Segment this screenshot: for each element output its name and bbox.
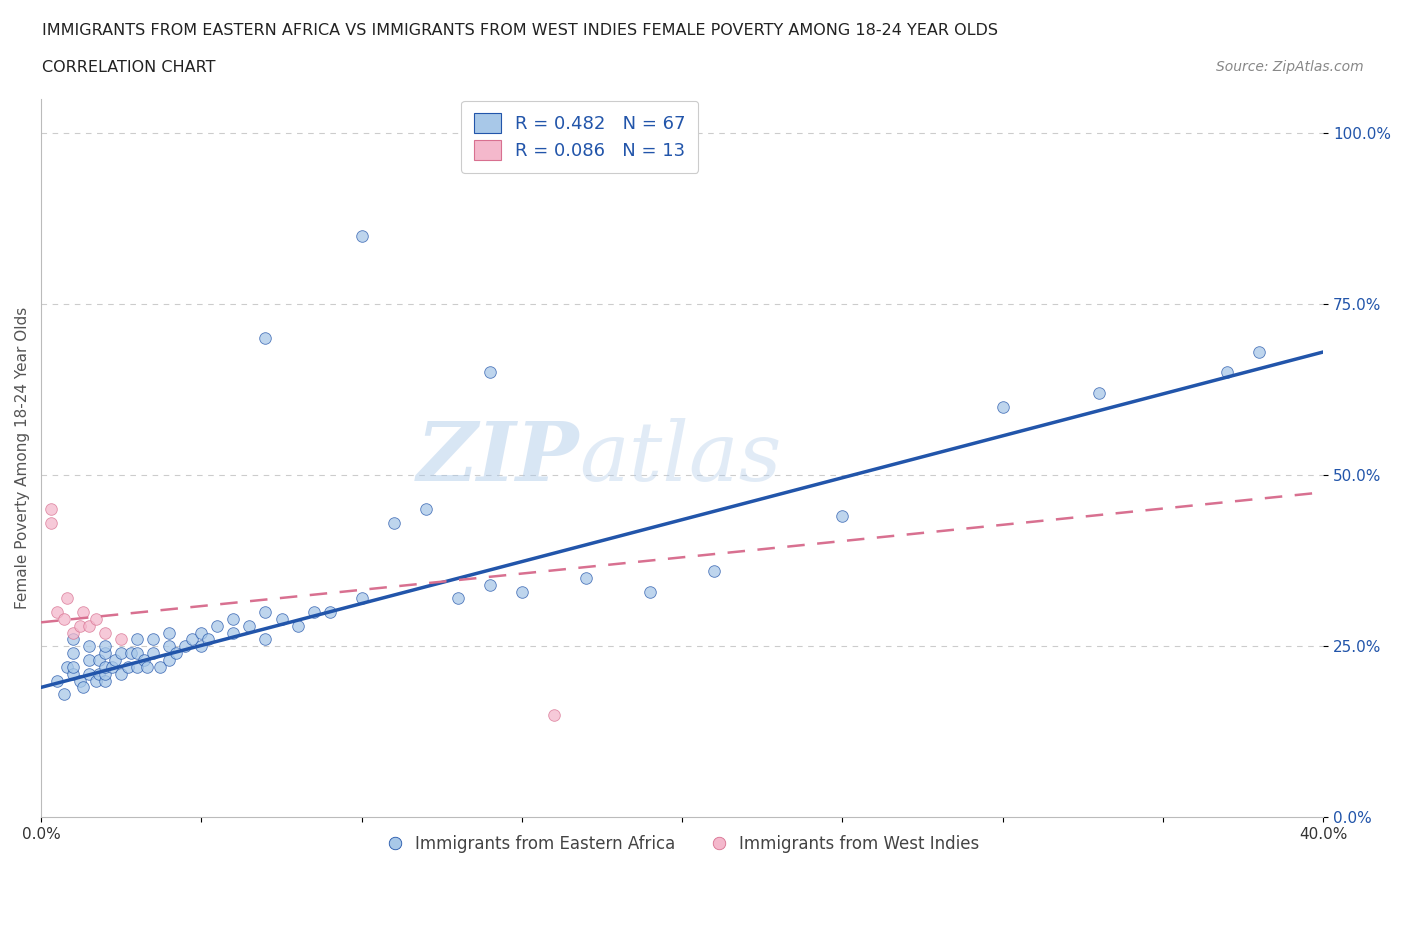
Point: [197, 632, 219, 647]
Point: [62, 666, 84, 681]
Point: [104, 653, 127, 668]
Point: [831, 509, 853, 524]
Point: [39, 502, 62, 517]
Point: [157, 625, 180, 640]
Point: [142, 632, 165, 647]
Point: [87, 653, 110, 668]
Point: [87, 666, 110, 681]
Point: [1088, 386, 1111, 401]
Point: [46, 673, 69, 688]
Point: [127, 659, 149, 674]
Point: [1249, 344, 1271, 359]
Point: [142, 645, 165, 660]
Point: [100, 659, 122, 674]
Point: [190, 625, 212, 640]
Point: [174, 639, 197, 654]
Point: [254, 331, 277, 346]
Point: [94, 666, 117, 681]
Point: [52, 686, 75, 701]
Point: [110, 666, 132, 681]
Point: [46, 604, 69, 619]
Point: [55, 659, 77, 674]
Point: [120, 645, 142, 660]
Point: [117, 659, 139, 674]
Point: [84, 673, 107, 688]
Point: [638, 584, 661, 599]
Point: [77, 618, 100, 633]
Point: [165, 645, 187, 660]
Point: [149, 659, 172, 674]
Point: [62, 659, 84, 674]
Point: [222, 611, 245, 626]
Point: [447, 591, 470, 605]
Point: [94, 645, 117, 660]
Point: [478, 578, 501, 592]
Point: [62, 632, 84, 647]
Point: [190, 639, 212, 654]
Legend: Immigrants from Eastern Africa, Immigrants from West Indies: Immigrants from Eastern Africa, Immigran…: [378, 828, 986, 859]
Point: [62, 645, 84, 660]
Point: [135, 659, 157, 674]
Point: [207, 618, 229, 633]
Point: [52, 611, 75, 626]
Point: [127, 632, 149, 647]
Point: [543, 708, 565, 723]
Point: [510, 584, 533, 599]
Point: [69, 618, 91, 633]
Point: [77, 653, 100, 668]
Point: [302, 604, 325, 619]
Point: [84, 611, 107, 626]
Point: [55, 591, 77, 605]
Point: [254, 632, 277, 647]
Point: [254, 604, 277, 619]
Point: [72, 680, 94, 695]
Point: [94, 639, 117, 654]
Point: [575, 570, 598, 585]
Point: [478, 365, 501, 380]
Point: [157, 639, 180, 654]
Point: [382, 515, 405, 530]
Point: [415, 502, 437, 517]
Point: [132, 653, 155, 668]
Point: [157, 653, 180, 668]
Point: [222, 625, 245, 640]
Point: [110, 632, 132, 647]
Text: Source: ZipAtlas.com: Source: ZipAtlas.com: [1216, 60, 1364, 74]
Point: [94, 625, 117, 640]
Point: [62, 625, 84, 640]
Point: [77, 666, 100, 681]
Text: IMMIGRANTS FROM EASTERN AFRICA VS IMMIGRANTS FROM WEST INDIES FEMALE POVERTY AMO: IMMIGRANTS FROM EASTERN AFRICA VS IMMIGR…: [42, 23, 998, 38]
Text: CORRELATION CHART: CORRELATION CHART: [42, 60, 215, 75]
Point: [287, 618, 309, 633]
Point: [77, 639, 100, 654]
Point: [350, 228, 373, 243]
Point: [238, 618, 260, 633]
Point: [127, 645, 149, 660]
Point: [270, 611, 292, 626]
Text: atlas: atlas: [579, 418, 782, 498]
Point: [180, 632, 202, 647]
Point: [991, 399, 1014, 414]
Point: [1216, 365, 1239, 380]
Point: [94, 659, 117, 674]
Point: [94, 673, 117, 688]
Point: [69, 673, 91, 688]
Point: [39, 515, 62, 530]
Point: [350, 591, 373, 605]
Text: ZIP: ZIP: [418, 418, 579, 498]
Point: [318, 604, 340, 619]
Point: [72, 604, 94, 619]
Point: [110, 645, 132, 660]
Y-axis label: Female Poverty Among 18-24 Year Olds: Female Poverty Among 18-24 Year Olds: [15, 307, 30, 609]
Point: [703, 564, 725, 578]
